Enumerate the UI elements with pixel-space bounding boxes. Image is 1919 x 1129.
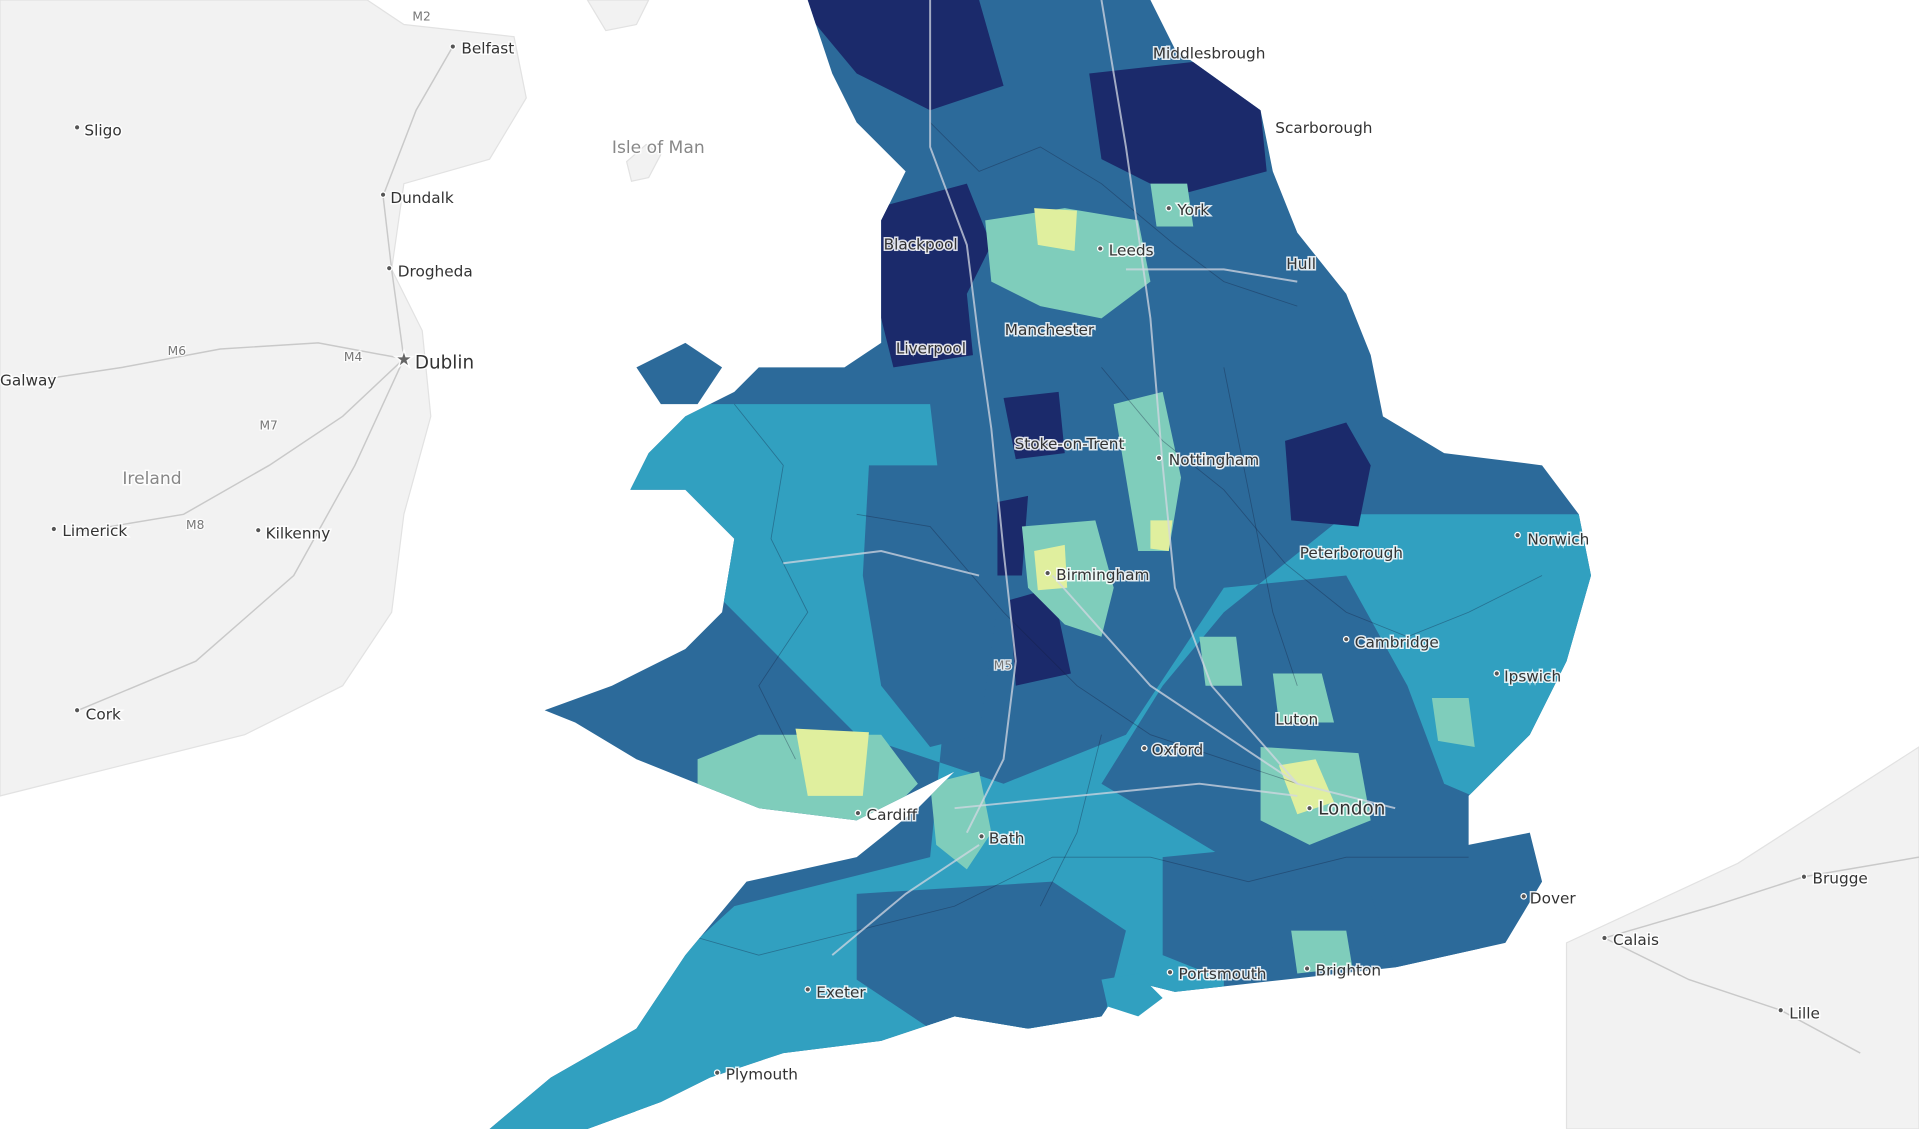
anglesey <box>636 342 723 405</box>
place-label: Cardiff <box>866 806 917 824</box>
place-label: Norwich <box>1527 531 1589 549</box>
place-dot <box>1096 245 1104 252</box>
place-label: Hull <box>1286 255 1316 273</box>
place-dot <box>804 986 812 993</box>
place-label: Isle of Man <box>612 138 705 158</box>
road-label: M8 <box>186 518 204 532</box>
place-label: Dundalk <box>390 189 453 207</box>
place-label: Dublin <box>415 353 474 374</box>
place-label: Luton <box>1275 711 1318 729</box>
place-label: Blackpool <box>884 235 958 253</box>
place-dot <box>449 43 457 50</box>
place-dot <box>1303 965 1311 972</box>
place-label: Drogheda <box>398 262 473 280</box>
isle-of-wight <box>1101 973 1163 1017</box>
place-label: Plymouth <box>726 1066 798 1084</box>
place-dot <box>1520 893 1528 900</box>
place-label: Birmingham <box>1056 566 1149 584</box>
place-label: Brighton <box>1316 962 1381 980</box>
place-label: Portsmouth <box>1179 965 1267 983</box>
place-dot <box>379 191 387 199</box>
place-label: Lille <box>1789 1004 1820 1022</box>
place-label: Calais <box>1613 931 1659 949</box>
place-labels: M2 Belfast Sligo Isle of Man Dundalk Drogheda… <box>0 8 1869 1085</box>
road-label: M4 <box>344 350 363 364</box>
place-label: Stoke-on-Trent <box>1015 435 1125 453</box>
road-label: M2 <box>412 10 430 24</box>
road-label: M6 <box>168 344 187 358</box>
place-label: Nottingham <box>1169 451 1259 469</box>
place-dot <box>978 833 985 840</box>
place-dot <box>1140 744 1148 752</box>
place-dot <box>1777 1006 1785 1014</box>
place-dot <box>73 706 81 714</box>
place-label: Cork <box>86 706 121 724</box>
place-label: Cambridge <box>1355 633 1439 651</box>
place-label: Manchester <box>1005 321 1095 339</box>
place-label: Ipswich <box>1504 668 1561 686</box>
place-label: Sligo <box>84 122 121 140</box>
place-dot <box>1044 569 1051 577</box>
place-dot <box>1800 873 1808 881</box>
place-dot <box>1155 454 1163 462</box>
place-label: London <box>1318 798 1385 819</box>
place-dot <box>1165 204 1173 212</box>
place-dot <box>713 1069 721 1076</box>
place-label: Belfast <box>461 39 514 57</box>
place-dot <box>254 526 262 534</box>
road-label: M7 <box>259 419 277 433</box>
place-label: Scarborough <box>1275 119 1372 137</box>
place-label: Galway <box>0 371 56 389</box>
place-dot <box>1306 804 1313 812</box>
place-dot <box>1493 670 1501 677</box>
place-label: Limerick <box>62 522 127 540</box>
place-dot <box>1342 635 1350 643</box>
place-label: Liverpool <box>896 339 966 357</box>
place-label: Exeter <box>816 984 866 1002</box>
place-dot <box>50 525 58 533</box>
place-label: Leeds <box>1109 242 1154 260</box>
place-label: Oxford <box>1152 741 1204 759</box>
place-label: Ireland <box>122 469 181 489</box>
place-dot <box>385 264 393 272</box>
place-label: Peterborough <box>1300 544 1403 562</box>
place-label: Middlesbrough <box>1153 44 1266 62</box>
place-label: Bath <box>989 829 1025 847</box>
place-dot <box>854 809 862 817</box>
place-label: Kilkenny <box>266 524 331 542</box>
place-label: York <box>1176 201 1209 219</box>
place-label: Brugge <box>1813 870 1868 888</box>
place-dot <box>1166 968 1174 976</box>
place-dot <box>73 124 81 131</box>
place-dot <box>1601 934 1608 942</box>
place-label: Dover <box>1530 889 1577 907</box>
road-label: M5 <box>994 659 1012 673</box>
place-dot <box>1514 531 1521 539</box>
capital-marker: ★ <box>396 350 411 370</box>
